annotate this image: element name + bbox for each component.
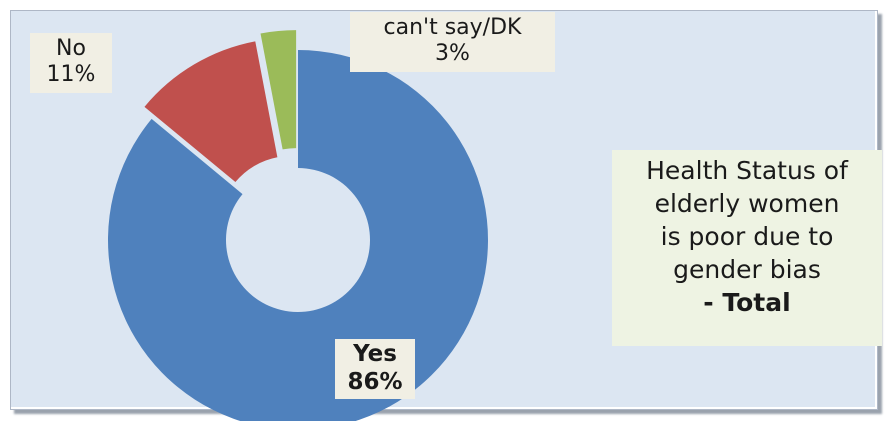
- chart-title: Health Status of elderly women is poor d…: [612, 150, 882, 346]
- title-line-3: is poor due to: [660, 222, 834, 251]
- slice-yes: [108, 50, 488, 421]
- data-label-no-name: No: [56, 36, 86, 61]
- data-label-dk-value: 3%: [435, 41, 470, 67]
- data-label-yes: Yes 86%: [335, 339, 415, 400]
- slice-can-t-say-dk: [260, 30, 297, 150]
- title-line-2: elderly women: [654, 189, 840, 218]
- data-label-dk: can't say/DK 3%: [350, 12, 555, 72]
- slice-no: [144, 41, 278, 183]
- title-line-1: Health Status of: [646, 156, 848, 185]
- data-label-no: No 11%: [30, 33, 112, 93]
- data-label-yes-value: 86%: [347, 368, 403, 395]
- title-line-4: gender bias: [673, 255, 821, 284]
- data-label-dk-name: can't say/DK: [383, 15, 522, 40]
- title-total: - Total: [703, 288, 791, 317]
- data-label-yes-name: Yes: [353, 341, 397, 367]
- slices-group: [108, 30, 488, 421]
- data-label-no-value: 11%: [46, 62, 96, 88]
